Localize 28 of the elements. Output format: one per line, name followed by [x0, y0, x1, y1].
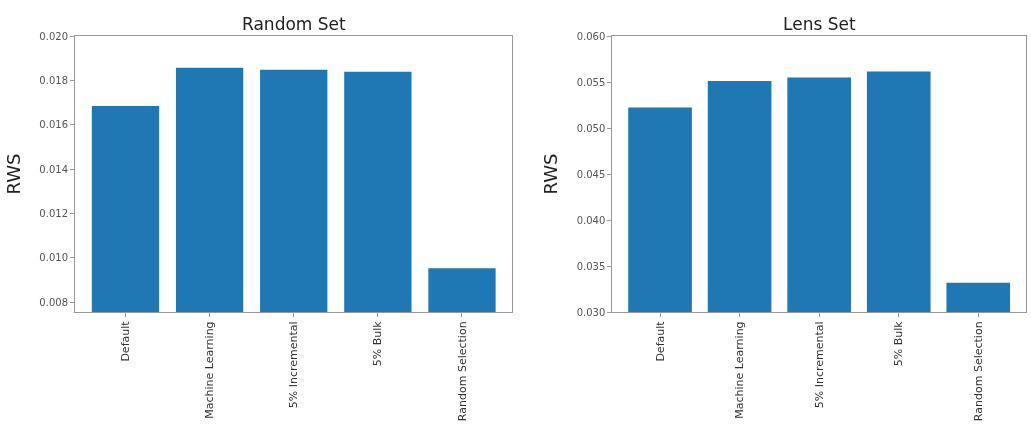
y-tick-label: 0.020: [39, 30, 68, 42]
y-axis-title: RWS: [539, 153, 561, 195]
y-tick-label: 0.012: [39, 207, 68, 219]
x-tick-label: 5% Bulk: [371, 320, 385, 367]
y-tick-label: 0.010: [39, 252, 68, 264]
y-tick-label: 0.050: [576, 122, 606, 134]
y-tick-label: 0.016: [39, 119, 68, 131]
y-tick-label: 0.030: [576, 306, 606, 318]
x-tick-label: Machine Learning: [733, 321, 747, 419]
x-tick-label: Random Selection: [455, 321, 469, 422]
y-axis-title: RWS: [2, 153, 24, 195]
y-tick-label: 0.008: [39, 296, 68, 308]
chart-title: Lens Set: [783, 14, 856, 34]
y-tick-label: 0.035: [576, 260, 606, 272]
y-tick-label: 0.018: [39, 74, 68, 86]
x-tick-label: Default: [119, 320, 133, 362]
chart-title: Random Set: [242, 14, 347, 34]
y-tick-label: 0.045: [576, 168, 606, 180]
x-tick-label: 5% Incremental: [287, 321, 301, 409]
y-tick-label: 0.014: [39, 163, 68, 175]
y-tick-label: 0.040: [576, 214, 606, 226]
y-tick-label: 0.060: [576, 30, 606, 42]
x-tick-label: 5% Bulk: [892, 320, 906, 367]
x-tick-label: 5% Incremental: [812, 321, 826, 409]
x-tick-label: Default: [653, 320, 667, 362]
x-tick-label: Machine Learning: [203, 321, 217, 419]
x-tick-label: Random Selection: [971, 321, 985, 422]
y-tick-label: 0.055: [576, 76, 606, 88]
